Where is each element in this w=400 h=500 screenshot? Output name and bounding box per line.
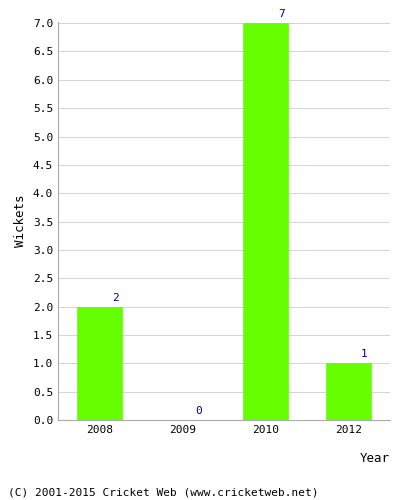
Text: 1: 1	[361, 350, 368, 360]
Text: 0: 0	[195, 406, 202, 416]
Bar	[243, 23, 288, 420]
Text: 7: 7	[278, 9, 285, 19]
Text: 2: 2	[112, 292, 119, 302]
Bar	[77, 306, 122, 420]
Y-axis label: Wickets: Wickets	[14, 194, 27, 247]
Text: Year: Year	[360, 452, 390, 465]
Bar	[326, 364, 371, 420]
Text: (C) 2001-2015 Cricket Web (www.cricketweb.net): (C) 2001-2015 Cricket Web (www.cricketwe…	[8, 488, 318, 498]
